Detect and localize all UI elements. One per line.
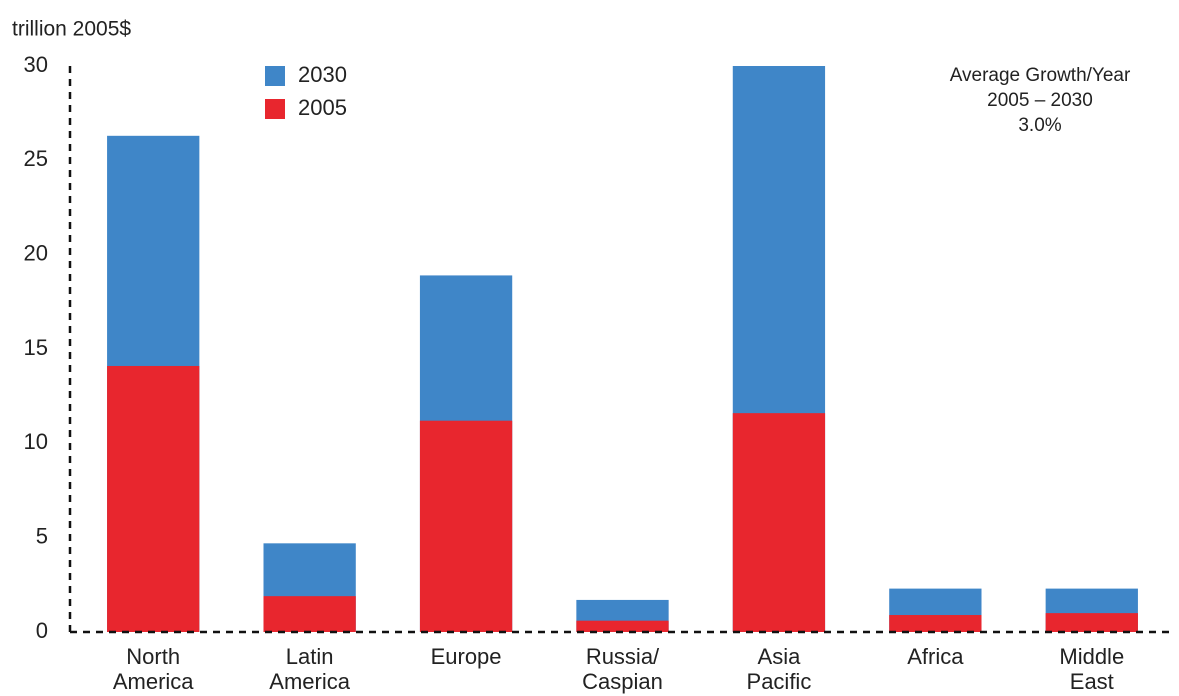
- x-tick-label: Africa: [907, 644, 964, 669]
- bar: [732, 413, 826, 632]
- bar: [889, 615, 982, 632]
- x-tick-label: Russia/ Caspian: [582, 644, 663, 694]
- x-tick-label: Asia Pacific: [746, 644, 812, 694]
- legend-swatch: [265, 99, 285, 119]
- x-tick-label: North America: [112, 644, 194, 694]
- bar: [419, 420, 513, 632]
- y-tick-label: 20: [24, 240, 48, 265]
- x-tick-label: Middle East: [1059, 644, 1125, 694]
- bar: [1045, 613, 1138, 632]
- y-tick-label: 30: [24, 52, 48, 77]
- annotation: Average Growth/Year: [950, 65, 1131, 86]
- legend-swatch: [265, 66, 285, 86]
- x-tick-label: Latin America: [269, 644, 350, 694]
- legend-label: 2005: [298, 95, 347, 120]
- y-tick-label: 0: [36, 618, 48, 643]
- y-tick-label: 5: [36, 523, 48, 548]
- annotation: 2005 – 2030: [987, 90, 1093, 111]
- y-axis-label: trillion 2005$: [12, 18, 131, 41]
- x-tick-label: Europe: [430, 644, 502, 669]
- y-tick-label: 10: [24, 429, 48, 454]
- legend-label: 2030: [298, 62, 347, 87]
- y-tick-label: 25: [24, 146, 48, 171]
- bar: [107, 365, 200, 632]
- bar: [263, 596, 356, 632]
- y-tick-label: 15: [24, 335, 48, 360]
- bar: [576, 620, 669, 632]
- annotation: 3.0%: [1018, 115, 1061, 136]
